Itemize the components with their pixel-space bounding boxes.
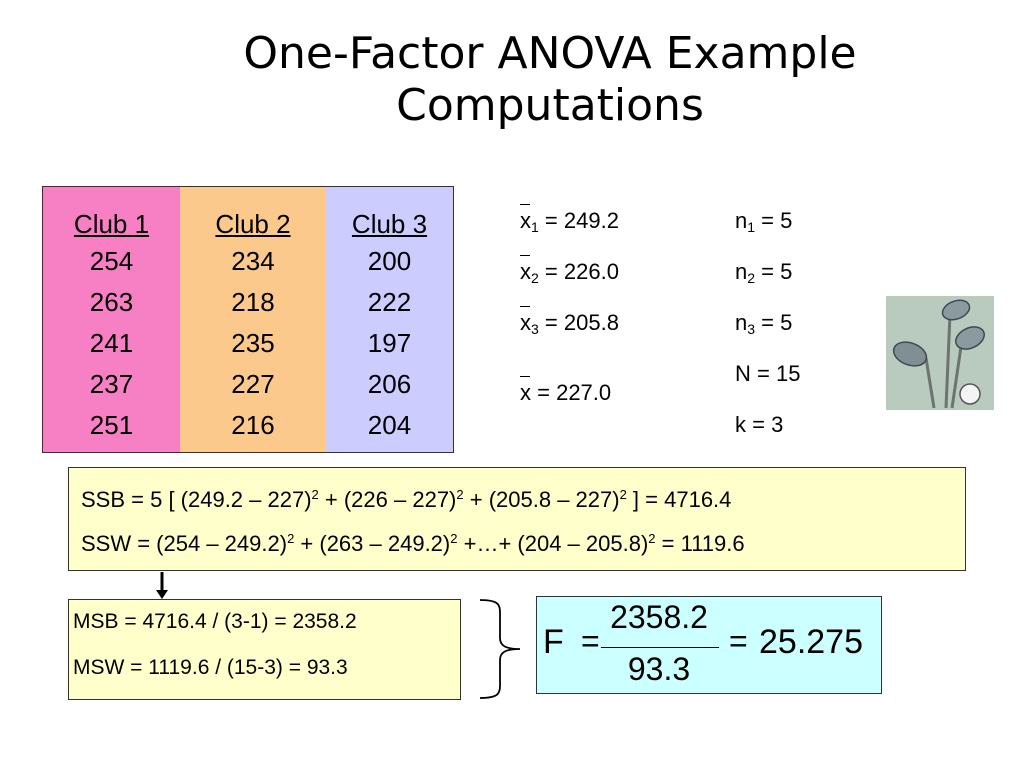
grand-mean: x = 227.0 (520, 376, 612, 406)
club-2-value: 218 (231, 287, 275, 317)
sum-of-squares-box: SSB = 5 [ (249.2 – 227)2 + (226 – 227)2 … (68, 467, 966, 571)
mean-subscript: 2 (531, 270, 539, 286)
f-result: 25.275 (759, 623, 863, 661)
mean-subscript: 3 (531, 321, 539, 337)
total-n: N = 15 (735, 361, 801, 386)
mean-value: = 205.8 (544, 310, 619, 335)
mean-value: = 249.2 (544, 208, 619, 233)
n-subscript: 3 (747, 321, 756, 337)
club-2-value: 235 (231, 328, 275, 358)
square-exponent: 2 (287, 531, 295, 546)
grand-mean-symbol: x (520, 376, 531, 405)
ssb-part: ] = 4716.4 (626, 487, 732, 512)
f-denominator: 93.3 (627, 651, 691, 687)
slide-title: One-Factor ANOVA Example Computations (120, 28, 980, 132)
grand-mean-value: = 227.0 (537, 380, 612, 405)
ssb-formula: SSB = 5 [ (249.2 – 227)2 + (226 – 227)2 … (81, 480, 965, 524)
square-exponent: 2 (311, 487, 319, 502)
club-1-header: Club 1 (73, 209, 150, 239)
mean-3: x3 = 205.8 (520, 306, 619, 337)
club-2-header: Club 2 (215, 209, 291, 239)
ssw-formula: SSW = (254 – 249.2)2 + (263 – 249.2)2 +…… (81, 524, 965, 568)
n-symbol: n (735, 208, 748, 233)
f-statistic-box: F = 2358.2 93.3 = 25.275 (536, 596, 882, 694)
club-1-column: Club 1 254 263 241 237 251 (43, 187, 180, 452)
mean-symbol: x (520, 204, 531, 233)
ssw-part: SSW = (254 – 249.2) (81, 531, 288, 556)
club-data-table: Club 1 254 263 241 237 251 Club 2 234 21… (42, 186, 454, 453)
club-2-value: 227 (231, 369, 275, 399)
n-subscript: 1 (747, 219, 756, 235)
club-1-value: 263 (89, 287, 134, 317)
ssb-part: + (226 – 227) (318, 487, 457, 512)
club-1-value: 241 (89, 328, 134, 358)
n-value: = 5 (761, 310, 793, 335)
fraction-bar (601, 647, 719, 648)
n-value: = 5 (761, 259, 793, 284)
mean-symbol: x (520, 255, 531, 284)
club-3-value: 204 (367, 410, 412, 440)
mean-2: x2 = 226.0 (520, 255, 619, 286)
club-3-value: 200 (367, 246, 412, 276)
n-symbol: n (735, 259, 748, 284)
club-2-value: 216 (231, 410, 275, 440)
club-1-value: 237 (89, 369, 134, 399)
ssw-part: +…+ (204 – 205.8) (457, 531, 649, 556)
f-letter: F (543, 623, 564, 661)
club-3-header: Club 3 (351, 209, 428, 239)
f-numerator: 2358.2 (610, 599, 708, 635)
mean-value: = 226.0 (544, 259, 619, 284)
club-3-column: Club 3 200 222 197 206 204 (326, 187, 453, 452)
square-exponent: 2 (619, 487, 627, 502)
mean-symbol: x (520, 306, 531, 335)
square-exponent: 2 (648, 531, 656, 546)
n-1: n1 = 5 (735, 208, 792, 235)
club-1-value: 251 (89, 410, 134, 440)
ssb-part: + (205.8 – 227) (463, 487, 620, 512)
club-2-column: Club 2 234 218 235 227 216 (180, 187, 326, 452)
golf-clubs-image (886, 296, 994, 410)
f-equals-sign: = (729, 623, 748, 659)
curly-brace-icon (479, 599, 521, 699)
k-groups: k = 3 (735, 412, 784, 437)
msb-formula: MSB = 4716.4 / (3-1) = 2358.2 (73, 610, 357, 633)
mean-subscript: 1 (531, 219, 539, 235)
f-equals-sign: = (581, 623, 600, 659)
title-line-2: Computations (396, 80, 704, 131)
ssw-part: + (263 – 249.2) (294, 531, 451, 556)
square-exponent: 2 (450, 531, 458, 546)
square-exponent: 2 (456, 487, 464, 502)
n-2: n2 = 5 (735, 259, 792, 286)
n-3: n3 = 5 (735, 310, 792, 337)
down-arrow-icon (156, 572, 168, 599)
mean-1: x1 = 249.2 (520, 204, 619, 235)
n-value: = 5 (761, 208, 793, 233)
msw-formula: MSW = 1119.6 / (15-3) = 93.3 (73, 656, 348, 679)
club-3-value: 206 (367, 369, 412, 399)
ssb-part: SSB = 5 [ (249.2 – 227) (81, 487, 312, 512)
club-3-value: 197 (367, 328, 412, 358)
n-symbol: n (735, 310, 748, 335)
n-subscript: 2 (747, 270, 756, 286)
club-2-value: 234 (231, 246, 275, 276)
mean-squares-box: MSB = 4716.4 / (3-1) = 2358.2 MSW = 1119… (68, 599, 461, 700)
title-line-1: One-Factor ANOVA Example (243, 28, 857, 79)
ssw-part: = 1119.6 (655, 531, 745, 556)
club-3-value: 222 (367, 287, 412, 317)
club-1-value: 254 (89, 246, 134, 276)
